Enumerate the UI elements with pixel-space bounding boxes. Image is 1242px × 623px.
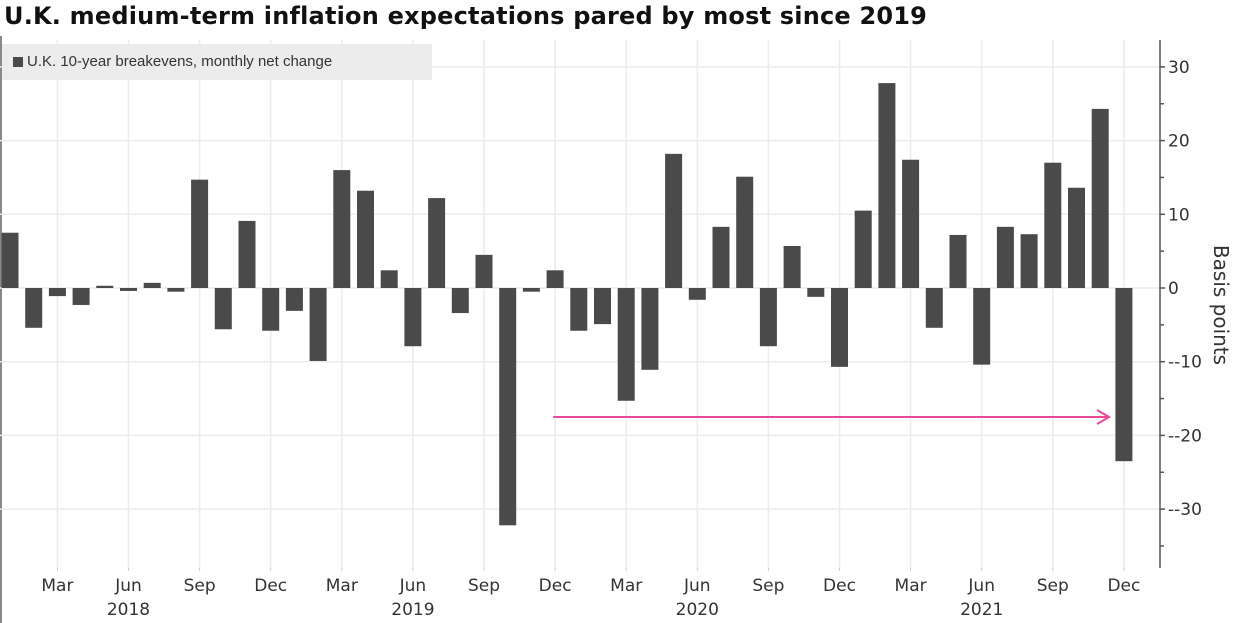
x-tick-label: Dec [254, 576, 287, 596]
bar [925, 288, 943, 328]
x-tick-label: Mar [610, 576, 642, 596]
bar [1, 232, 19, 288]
bar [48, 288, 66, 297]
bar [949, 234, 967, 288]
x-tick-label: Mar [895, 576, 927, 596]
y-axis-title: Basis points [1209, 245, 1233, 365]
chart-title: U.K. medium-term inflation expectations … [4, 2, 928, 30]
bar [617, 288, 635, 401]
bar [665, 153, 683, 288]
bar [499, 288, 517, 526]
x-year-label: 2019 [391, 600, 434, 620]
bar [996, 226, 1014, 288]
legend-swatch [13, 57, 23, 67]
bar [357, 190, 374, 288]
bar [546, 270, 564, 288]
bar [191, 179, 209, 288]
left-frame-border [0, 36, 2, 623]
y-tick-label: 0 [1168, 279, 1179, 299]
x-year-label: 2018 [107, 600, 150, 620]
bar [854, 210, 872, 288]
bar [641, 288, 659, 370]
y-tick-label: --20 [1168, 426, 1202, 446]
x-tick-label: Sep [184, 576, 216, 596]
bar [759, 288, 777, 347]
bar [143, 282, 161, 288]
x-tick-label: Jun [683, 576, 711, 596]
x-tick-label: Mar [326, 576, 358, 596]
y-axis: 30 20 10 0 --10 --20 --30 [1159, 40, 1202, 568]
x-tick-label: Jun [399, 576, 427, 596]
x-tick-label: Dec [823, 576, 856, 596]
y-tick-label: --10 [1168, 353, 1202, 373]
bar [72, 288, 90, 305]
bar [1020, 234, 1038, 288]
bar [902, 159, 920, 288]
bar [831, 288, 848, 367]
x-year-label: 2020 [676, 600, 719, 620]
bar [522, 288, 540, 292]
bar [1091, 108, 1109, 288]
bar [451, 288, 469, 314]
bar [96, 285, 114, 288]
x-tick-label: Dec [1107, 576, 1140, 596]
y-tick-label: 30 [1168, 58, 1190, 78]
bar [309, 288, 327, 361]
bar [428, 198, 446, 288]
x-axis: Mar Jun Sep Dec Mar Jun Sep Dec Mar Jun Sep Dec Mar J… [41, 568, 1140, 620]
bar [380, 270, 398, 288]
bar [712, 226, 730, 288]
bar [973, 288, 991, 365]
bar [120, 288, 137, 291]
y-tick-label: 10 [1168, 205, 1190, 225]
bar [285, 288, 303, 311]
bar [570, 288, 588, 331]
bars [1, 83, 1133, 526]
bar [25, 288, 43, 328]
bar [404, 288, 422, 347]
bar [783, 245, 801, 288]
bar [167, 288, 185, 292]
bar [262, 288, 280, 331]
annotation-arrowhead [1096, 409, 1112, 425]
bar [594, 288, 611, 325]
x-tick-label: Sep [468, 576, 500, 596]
x-tick-label: Sep [1037, 576, 1069, 596]
x-tick-label: Jun [114, 576, 142, 596]
y-tick-label: --30 [1168, 500, 1202, 520]
bar [238, 220, 256, 288]
y-tick-label: 20 [1168, 132, 1190, 152]
x-tick-label: Jun [967, 576, 995, 596]
bar [1115, 288, 1133, 462]
bar [1068, 187, 1085, 288]
x-tick-label: Sep [752, 576, 784, 596]
bar [688, 288, 706, 300]
bar [878, 83, 896, 288]
bar [214, 288, 232, 330]
bar [475, 254, 493, 288]
x-tick-label: Dec [539, 576, 572, 596]
x-tick-label: Mar [41, 576, 73, 596]
annotation [553, 409, 1112, 425]
x-year-label: 2021 [960, 600, 1003, 620]
bar [1044, 162, 1062, 288]
legend-label: U.K. 10-year breakevens, monthly net cha… [27, 53, 333, 70]
bar [807, 288, 825, 297]
legend: U.K. 10-year breakevens, monthly net cha… [2, 44, 432, 80]
bar [333, 170, 351, 288]
bar [736, 176, 754, 288]
